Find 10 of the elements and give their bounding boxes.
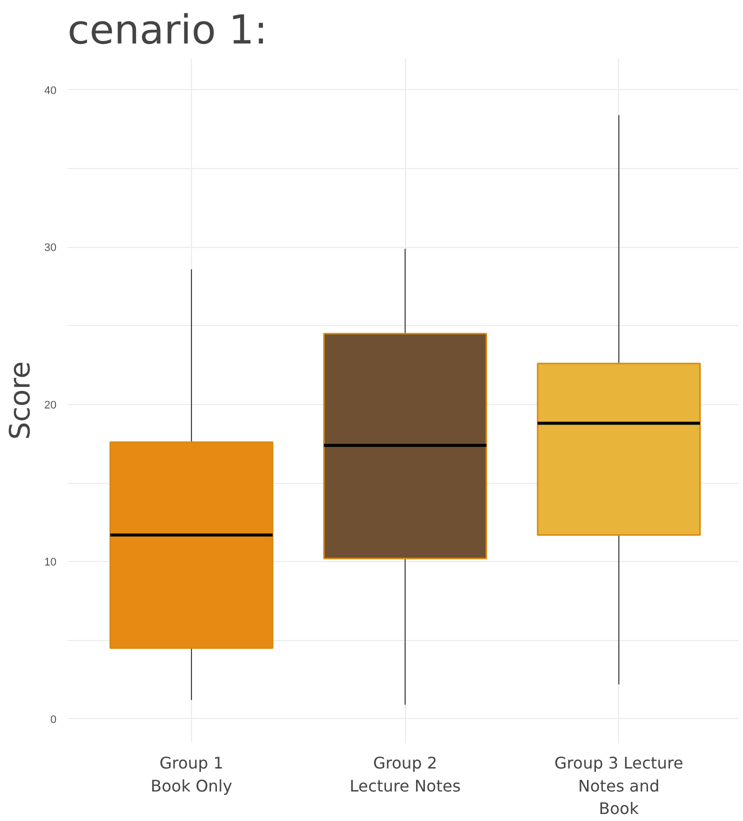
y-tick-label: 30 — [44, 242, 57, 254]
y-tick-label: 10 — [44, 556, 57, 569]
x-tick-label: Group 3 Lecture Notes and Book — [554, 754, 684, 818]
x-tick-label: Group 1 Book Only — [150, 754, 232, 796]
chart-title: cenario 1: — [68, 8, 268, 54]
y-tick-label: 40 — [44, 84, 57, 97]
y-tick-label: 0 — [50, 714, 57, 726]
x-tick-label: Group 2 Lecture Notes — [350, 754, 461, 796]
y-axis-title: Score — [3, 361, 36, 440]
y-tick-label: 20 — [44, 399, 57, 412]
